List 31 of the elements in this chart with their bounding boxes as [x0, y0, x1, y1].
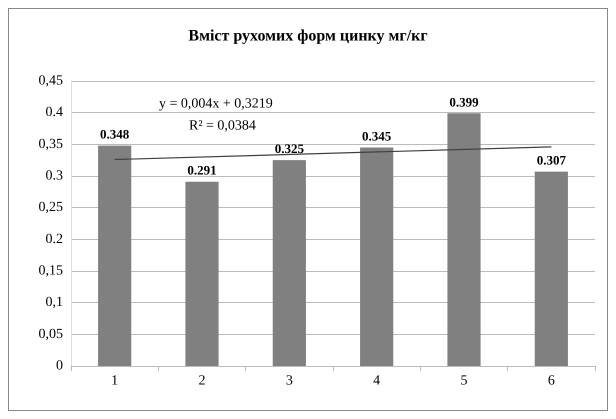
data-label: 0.348 [100, 126, 130, 142]
y-tick-label: 0,45 [38, 74, 63, 88]
data-label: 0.291 [187, 162, 217, 178]
x-tick-label: 4 [373, 374, 380, 388]
x-tick-label: 6 [548, 374, 555, 388]
bar [360, 148, 394, 366]
y-tick-label: 0,15 [38, 264, 63, 278]
bar [98, 146, 132, 366]
data-label: 0.399 [449, 94, 480, 110]
data-label: 0.345 [362, 128, 392, 144]
y-tick-label: 0.2 [46, 232, 63, 247]
y-tick-label: 0.4 [46, 105, 63, 120]
y-tick-label: 0,1 [46, 295, 63, 310]
x-tick-label: 2 [198, 374, 206, 388]
annotation: R² = 0,0384 [189, 118, 256, 134]
x-tick-label: 5 [460, 374, 468, 388]
bar [447, 113, 481, 366]
annotation: y = 0,004x + 0,3219 [159, 96, 273, 112]
y-tick-label: 0 [56, 358, 63, 374]
data-label: 0.307 [536, 152, 566, 168]
y-tick-label: 0,05 [38, 326, 63, 342]
y-tick-label: 0,35 [38, 136, 63, 152]
y-tick-label: 0,25 [38, 200, 63, 216]
chart-title: Вміст рухомих форм цинку мг/кг [188, 28, 428, 44]
y-tick-label: 0.3 [46, 168, 63, 184]
bar [534, 172, 568, 366]
x-tick-label: 1 [111, 374, 118, 388]
x-tick-label: 3 [286, 374, 293, 388]
bar [272, 160, 306, 366]
data-label: 0.325 [274, 141, 304, 156]
bar [185, 182, 219, 366]
